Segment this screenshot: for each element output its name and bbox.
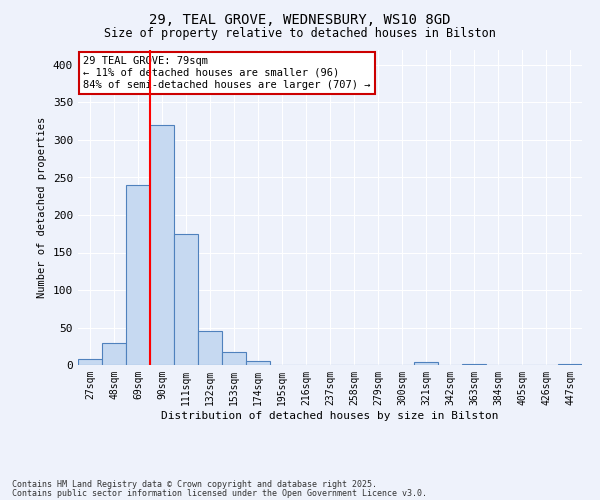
Bar	[246, 360, 270, 365]
X-axis label: Distribution of detached houses by size in Bilston: Distribution of detached houses by size …	[161, 410, 499, 420]
Bar	[150, 125, 174, 365]
Text: Contains HM Land Registry data © Crown copyright and database right 2025.: Contains HM Land Registry data © Crown c…	[12, 480, 377, 489]
Text: Size of property relative to detached houses in Bilston: Size of property relative to detached ho…	[104, 28, 496, 40]
Bar	[198, 331, 222, 365]
Bar	[174, 234, 198, 365]
Bar	[558, 364, 582, 365]
Bar	[102, 342, 126, 365]
Text: 29, TEAL GROVE, WEDNESBURY, WS10 8GD: 29, TEAL GROVE, WEDNESBURY, WS10 8GD	[149, 12, 451, 26]
Bar	[222, 352, 246, 365]
Bar	[462, 364, 486, 365]
Bar	[126, 185, 150, 365]
Text: 29 TEAL GROVE: 79sqm
← 11% of detached houses are smaller (96)
84% of semi-detac: 29 TEAL GROVE: 79sqm ← 11% of detached h…	[83, 56, 371, 90]
Y-axis label: Number of detached properties: Number of detached properties	[37, 117, 47, 298]
Text: Contains public sector information licensed under the Open Government Licence v3: Contains public sector information licen…	[12, 488, 427, 498]
Bar	[414, 362, 438, 365]
Bar	[78, 359, 102, 365]
